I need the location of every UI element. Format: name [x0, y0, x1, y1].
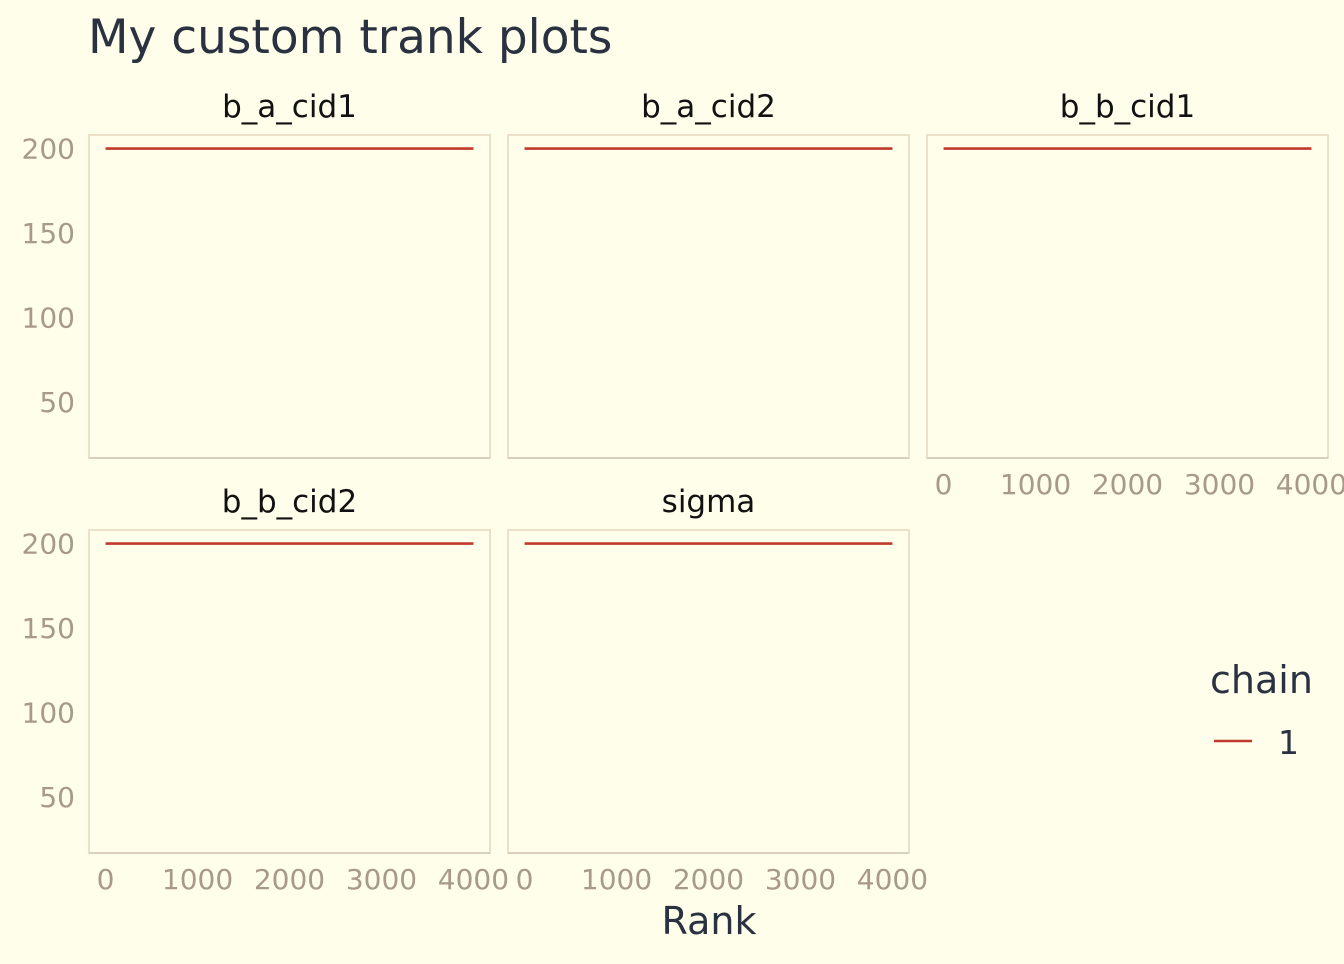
facet-panel-b_a_cid2: b_a_cid2	[507, 89, 910, 459]
x-tick-label: 0	[935, 468, 953, 501]
y-tick-label: 200	[22, 133, 75, 166]
facet-strip-label: b_a_cid1	[222, 89, 357, 125]
x-tick-label: 0	[516, 863, 534, 896]
y-tick-label: 150	[22, 612, 75, 645]
x-tick-label: 2000	[1092, 468, 1163, 501]
y-tick-label: 50	[39, 781, 75, 814]
x-tick-label: 2000	[673, 863, 744, 896]
panel-border	[88, 134, 491, 459]
y-tick-label: 50	[39, 386, 75, 419]
y-tick-label: 150	[22, 217, 75, 250]
panel-border	[926, 134, 1329, 459]
facet-strip-label: b_b_cid1	[1060, 89, 1195, 125]
x-tick-label: 4000	[1276, 468, 1344, 501]
legend: chain 1	[1210, 658, 1313, 762]
chart-title: My custom trank plots	[88, 10, 612, 65]
facet-strip-label: b_a_cid2	[641, 89, 776, 125]
legend-entries: 1	[1214, 723, 1299, 762]
x-tick-label: 3000	[765, 863, 836, 896]
legend-entry-label: 1	[1278, 723, 1299, 762]
y-tick-label: 100	[22, 697, 75, 730]
y-tick-label: 100	[22, 302, 75, 335]
panel-border	[88, 529, 491, 854]
x-tick-label: 1000	[162, 863, 233, 896]
panel-border	[507, 134, 910, 459]
facet-panel-sigma: sigma 0 1000 2000 3000 4000	[507, 484, 928, 896]
x-tick-label: 4000	[438, 863, 509, 896]
x-tick-label: 4000	[857, 863, 928, 896]
facet-strip-label: b_b_cid2	[222, 484, 357, 520]
x-tick-label: 1000	[1000, 468, 1071, 501]
x-tick-label: 3000	[346, 863, 417, 896]
facet-panel-b_a_cid1: b_a_cid1 50 100 150 200	[22, 89, 491, 459]
x-tick-label: 0	[97, 863, 115, 896]
x-tick-label: 3000	[1184, 468, 1255, 501]
y-tick-label: 200	[22, 528, 75, 561]
facet-strip-label: sigma	[662, 484, 756, 520]
facet-panel-b_b_cid1: b_b_cid1 0 1000 2000 3000 4000	[926, 89, 1344, 501]
x-axis-label: Rank	[662, 899, 757, 943]
legend-title: chain	[1210, 658, 1313, 702]
panel-border	[507, 529, 910, 854]
x-tick-label: 2000	[254, 863, 325, 896]
x-tick-label: 1000	[581, 863, 652, 896]
